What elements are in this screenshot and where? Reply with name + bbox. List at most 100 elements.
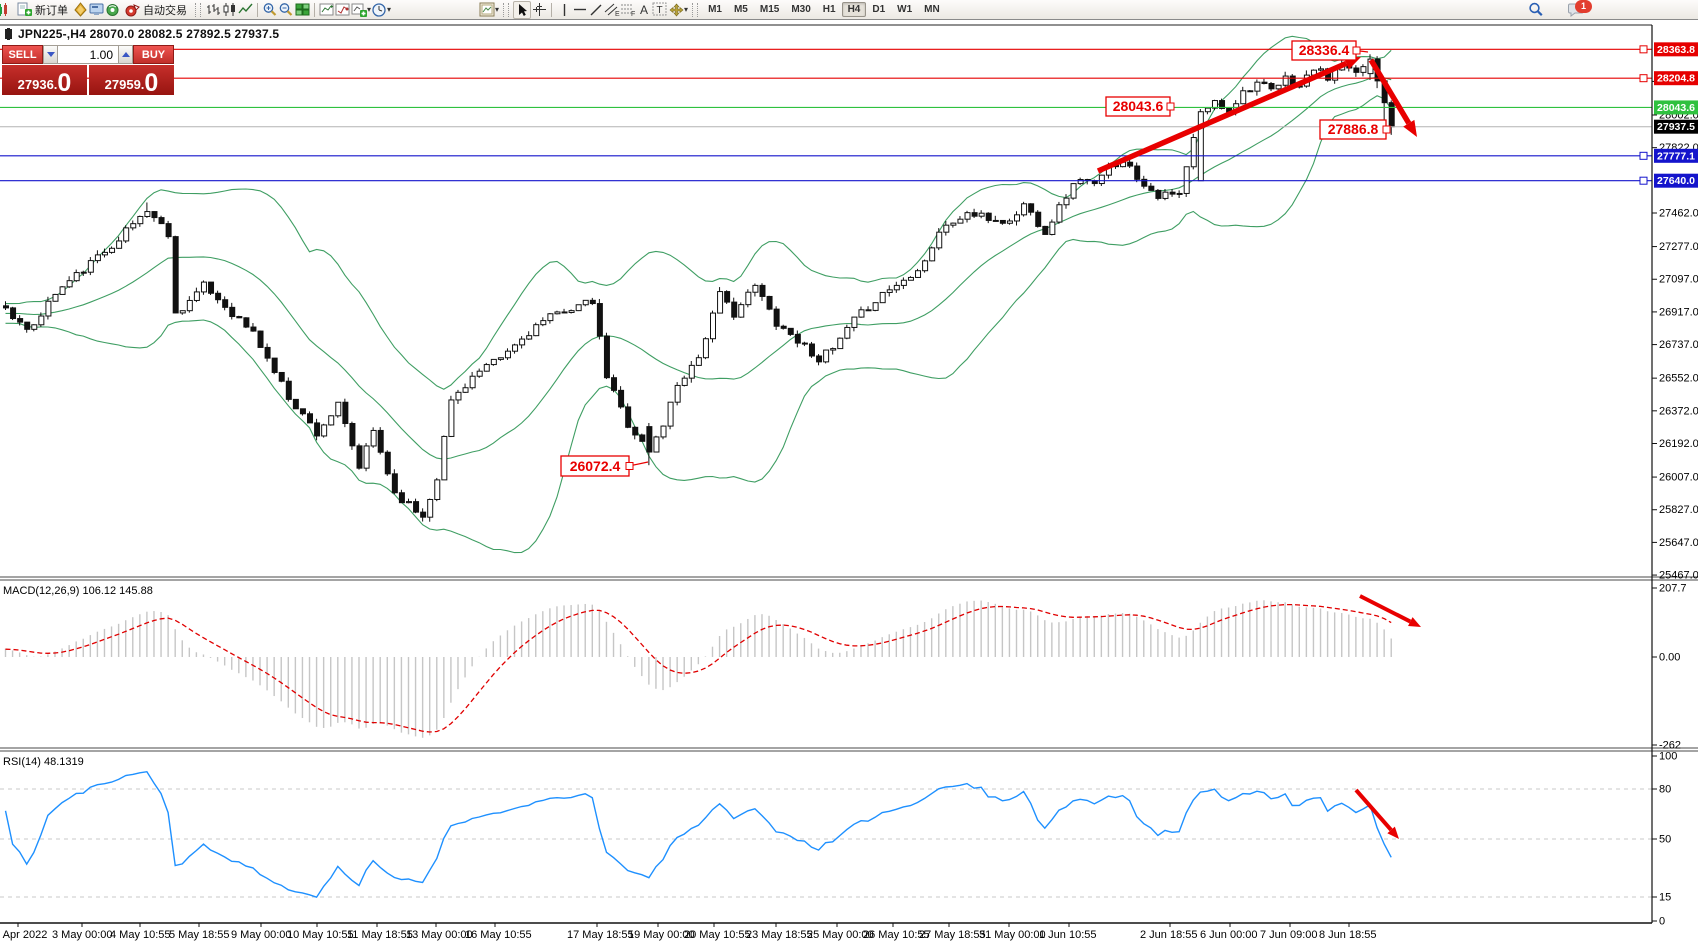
crosshair-button[interactable] (531, 2, 547, 18)
price-line-tag-label: 27937.5 (1657, 121, 1695, 133)
rsi-tick-label: 50 (1659, 834, 1671, 846)
indicators-button[interactable] (319, 2, 335, 18)
tab-timeframe-m5[interactable]: M5 (733, 4, 748, 15)
text-label-button[interactable]: T (652, 2, 668, 18)
time-tick-label: 2 Jun 18:55 (1140, 929, 1198, 941)
time-tick-label: 26 May 10:55 (863, 929, 930, 941)
signals-icon[interactable] (104, 2, 120, 18)
trend-arrow-head (1408, 617, 1421, 627)
volume-down-icon (46, 52, 55, 57)
autotrading-button[interactable]: 自动交易 (120, 1, 191, 19)
tab-timeframe-w1[interactable]: W1 (897, 4, 913, 15)
rsi-tick-label: 80 (1659, 784, 1671, 796)
tab-timeframe-mn[interactable]: MN (924, 4, 940, 15)
time-tick-label: 20 May 10:55 (684, 929, 751, 941)
template-dropdown-icon[interactable]: ▾ (495, 4, 500, 14)
tab-timeframe-d1[interactable]: D1 (872, 4, 886, 15)
arrows-dropdown-icon[interactable]: ▾ (684, 4, 689, 14)
rsi-tick-label: 0 (1659, 916, 1665, 928)
time-tick-label: 8 Jun 18:55 (1319, 929, 1377, 941)
time-tick-label: 23 May 18:55 (746, 929, 813, 941)
autotrading-icon (124, 2, 140, 18)
terminal-icon[interactable] (88, 2, 104, 18)
sell-price-panel[interactable]: 27936. 0 (2, 65, 87, 95)
price-tick-label: 27097.0 (1659, 274, 1698, 286)
time-tick-label: 27 May 18:55 (919, 929, 986, 941)
annotation-handle[interactable] (625, 462, 634, 470)
trend-arrow[interactable] (1359, 594, 1412, 624)
time-tick-label: 9 May 00:00 (231, 929, 292, 941)
time-tick-label: 13 May 00:00 (406, 929, 473, 941)
bar-chart-button[interactable] (205, 2, 221, 18)
search-icon[interactable] (1528, 2, 1544, 18)
equidistant-channel-button[interactable]: E (604, 2, 620, 18)
time-tick-label: 5 May 18:55 (169, 929, 230, 941)
annotation-handle[interactable] (1352, 46, 1361, 55)
annotation-handle[interactable] (1382, 125, 1391, 134)
period-dropdown-icon[interactable]: ▾ (387, 4, 392, 14)
chat-icon[interactable]: 1 (1568, 0, 1592, 18)
price-annotation-label: 28336.4 (1299, 42, 1350, 58)
volume-decrease-button[interactable] (43, 45, 57, 64)
candlestick-button[interactable] (221, 2, 237, 18)
tab-timeframe-m15[interactable]: M15 (759, 4, 780, 15)
trend-arrow-head (1387, 826, 1399, 839)
chart-icon[interactable] (0, 2, 12, 18)
price-line-tag-label: 27777.1 (1657, 150, 1695, 162)
volume-input[interactable]: 1.00 (57, 45, 119, 64)
time-tick-label: 3 May 00:00 (52, 929, 113, 941)
template-button[interactable] (479, 2, 495, 18)
zoom-out-button[interactable] (278, 2, 294, 18)
add-chart-button[interactable] (351, 2, 367, 18)
time-tick-label: 1 Jun 10:55 (1039, 929, 1097, 941)
arrows-button[interactable] (668, 2, 684, 18)
tile-windows-button[interactable] (294, 2, 310, 18)
line-handle[interactable] (1639, 45, 1648, 54)
annotation-handle[interactable] (1166, 102, 1175, 111)
line-handle[interactable] (1639, 176, 1648, 185)
buy-button[interactable]: BUY (133, 45, 174, 64)
bollinger-upper (5, 35, 1392, 390)
fibonacci-button[interactable]: F (620, 2, 636, 18)
new-order-icon (16, 2, 32, 18)
vertical-line-button[interactable] (556, 2, 572, 18)
trendline-button[interactable] (588, 2, 604, 18)
volume-increase-button[interactable] (119, 45, 133, 64)
metaeditor-icon[interactable] (72, 2, 88, 18)
price-annotation-label: 26072.4 (570, 458, 621, 474)
tab-timeframe-h1[interactable]: H1 (822, 4, 836, 15)
macd-tick-label: 0.00 (1659, 652, 1680, 664)
new-order-label: 新订单 (35, 4, 68, 17)
time-tick-label: 7 Jun 09:00 (1260, 929, 1318, 941)
period-button[interactable] (371, 2, 387, 18)
chart-title: JPN225-,H4 28070.0 28082.5 27892.5 27937… (18, 27, 280, 41)
price-line-tag (1654, 173, 1698, 188)
macd-tick-label: 207.7 (1659, 583, 1687, 595)
tab-timeframe-m1[interactable]: M1 (708, 4, 722, 15)
main-price-panel (3, 35, 1395, 554)
macd-panel (4, 600, 1392, 738)
sell-button[interactable]: SELL (2, 45, 43, 64)
add-chart-dropdown-icon[interactable]: ▾ (367, 4, 372, 14)
text-button[interactable]: A (640, 2, 649, 17)
time-tick-label: 10 May 10:55 (287, 929, 354, 941)
zoom-in-button[interactable] (262, 2, 278, 18)
line-chart-button[interactable] (237, 2, 253, 18)
buy-price-panel[interactable]: 27959. 0 (89, 65, 174, 95)
trend-arrow[interactable] (1368, 58, 1412, 125)
horizontal-line-button[interactable] (572, 2, 588, 18)
price-tick-label: 26917.0 (1659, 306, 1698, 318)
indicator-list-button[interactable] (335, 2, 351, 18)
tab-timeframe-h4[interactable]: H4 (841, 2, 867, 17)
cursor-button[interactable] (513, 0, 532, 19)
line-handle[interactable] (1639, 74, 1648, 83)
line-handle[interactable] (1639, 151, 1648, 160)
tab-timeframe-m30[interactable]: M30 (791, 4, 811, 15)
new-order-button[interactable]: 新订单 (12, 1, 72, 19)
trend-arrow[interactable] (1354, 788, 1393, 832)
time-tick-label: 6 Jun 00:00 (1200, 929, 1258, 941)
trend-arrow[interactable] (1096, 60, 1348, 174)
price-line-tag (1654, 119, 1698, 134)
